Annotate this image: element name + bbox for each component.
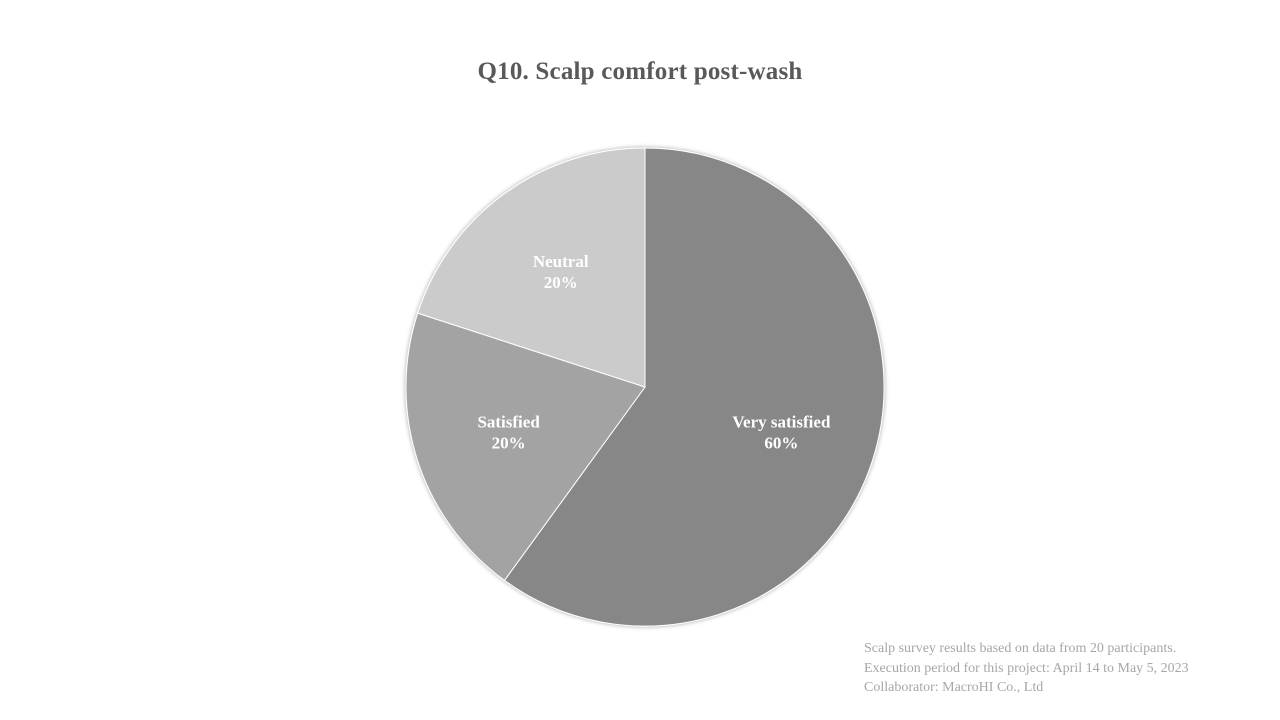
slice-label-very-satisfied: Very satisfied 60% — [732, 412, 831, 452]
pie-slice-satisfied — [405, 312, 646, 582]
slice-category-label: Neutral — [533, 252, 589, 271]
slice-value-label: 20% — [492, 433, 526, 452]
footnote-line-collaborator: Collaborator: MacroHI Co., Ltd — [864, 680, 1044, 695]
footnote-line-period: Execution period for this project: April… — [864, 660, 1189, 676]
slice-value-label: 60% — [764, 433, 798, 452]
slice-category-label: Satisfied — [477, 412, 540, 431]
footnote-line-participants: Scalp survey results based on data from … — [864, 641, 1177, 656]
pie-labels: Very satisfied 60% Satisfied 20% Neutral 20% — [477, 252, 831, 452]
slice-category-label: Very satisfied — [732, 412, 831, 431]
slice-label-neutral: Neutral 20% — [533, 252, 589, 292]
slice-label-satisfied: Satisfied 20% — [477, 412, 540, 452]
slice-value-label: 20% — [544, 273, 578, 292]
pie-slice-very-satisfied — [503, 147, 885, 627]
footnote: Scalp survey results based on data from … — [864, 639, 1274, 698]
chart-title: Q10. Scalp comfort post-wash — [477, 58, 803, 85]
pie-slices — [405, 147, 885, 627]
pie-slice-neutral — [417, 147, 646, 388]
